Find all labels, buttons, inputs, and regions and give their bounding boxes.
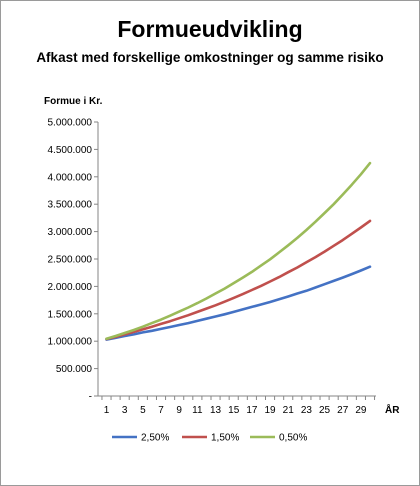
y-tick-label: 4.000.000: [48, 172, 93, 183]
x-tick-label: 1: [104, 405, 110, 416]
x-tick-label: 23: [301, 405, 313, 416]
y-tick-label: 500.000: [56, 364, 93, 375]
chart-title: Formueudvikling: [117, 16, 303, 42]
legend-label: 2,50%: [141, 433, 169, 444]
x-tick-label: 19: [264, 405, 276, 416]
x-tick-label: 11: [192, 405, 203, 416]
series-line: [105, 265, 372, 341]
y-tick-label: -: [89, 392, 92, 403]
x-tick-label: 9: [176, 405, 182, 416]
x-tick-label: 13: [210, 405, 222, 416]
y-tick-label: 2.000.000: [48, 282, 93, 293]
y-tick-label: 3.500.000: [48, 200, 93, 211]
x-tick-label: 5: [140, 405, 146, 416]
x-tick-label: 15: [228, 405, 240, 416]
x-tick-label: 17: [246, 405, 258, 416]
y-tick-label: 1.000.000: [48, 337, 93, 348]
legend-label: 0,50%: [279, 433, 307, 444]
chart-subtitle: Afkast med forskellige omkostninger og s…: [36, 50, 384, 65]
series-line: [105, 219, 372, 341]
x-axis-label: ÅR: [385, 403, 400, 416]
y-axis-label: Formue i Kr.: [44, 96, 103, 107]
y-tick-label: 2.500.000: [48, 255, 93, 266]
x-tick-label: 25: [319, 405, 331, 416]
y-tick-label: 5.000.000: [48, 118, 93, 129]
x-tick-label: 27: [337, 405, 349, 416]
x-tick-label: 3: [122, 405, 128, 416]
series-line: [105, 161, 372, 341]
legend-label: 1,50%: [211, 433, 239, 444]
x-tick-label: 7: [158, 405, 164, 416]
y-tick-label: 3.000.000: [48, 227, 93, 238]
x-tick-label: 29: [355, 405, 367, 416]
y-tick-label: 4.500.000: [48, 145, 93, 156]
x-tick-label: 21: [283, 405, 295, 416]
y-tick-label: 1.500.000: [48, 309, 93, 320]
